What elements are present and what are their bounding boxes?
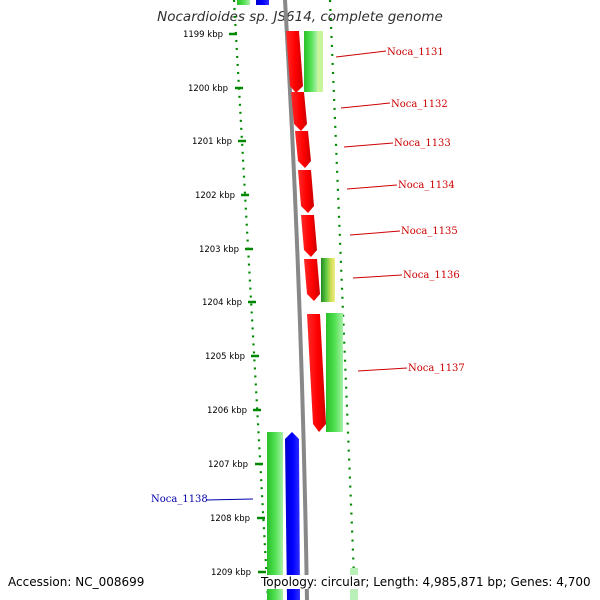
- leader-line: [349, 230, 401, 236]
- gene-label-noca-1134[interactable]: Noca_1134: [398, 180, 455, 191]
- gene-arrow-noca-1131: [286, 31, 303, 93]
- leader-line: [335, 50, 387, 58]
- axis-ticks: 1199 kbp 1200 kbp 1201 kbp 1202 kbp 1203…: [183, 30, 266, 578]
- gene-arrow-noca-1136: [304, 259, 320, 301]
- leader-line: [352, 274, 403, 279]
- tick-label-1202: 1202 kbp: [195, 191, 235, 201]
- gene-label-noca-1133[interactable]: Noca_1133: [394, 138, 451, 149]
- leader-line: [357, 367, 408, 372]
- topology-text: Topology: circular; Length: 4,985,871 bp…: [261, 575, 591, 589]
- tick-label-1199: 1199 kbp: [183, 30, 223, 40]
- gene-arrow-noca-1133: [295, 131, 311, 168]
- gene-bar-green: [326, 313, 343, 432]
- tick-label-1204: 1204 kbp: [202, 298, 242, 308]
- gene-bar-blue: [256, 0, 269, 5]
- genome-backbone: [283, 0, 309, 600]
- leader-line: [340, 102, 391, 109]
- gene-bar-green: [237, 0, 250, 5]
- gene-arrow-noca-1135: [301, 215, 317, 257]
- leader-line: [205, 498, 254, 501]
- gene-bar-green: [317, 31, 323, 92]
- tick-label-1205: 1205 kbp: [205, 352, 245, 362]
- tick-label-1209: 1209 kbp: [211, 568, 251, 578]
- gene-bar-mixed: [321, 258, 335, 302]
- tick-label-1208: 1208 kbp: [210, 514, 250, 524]
- gene-arrow-noca-1134: [298, 170, 314, 213]
- gene-arrow-blue: [285, 432, 300, 600]
- tick-label-1206: 1206 kbp: [207, 406, 247, 416]
- tick-label-1200: 1200 kbp: [188, 84, 228, 94]
- leader-line: [346, 184, 398, 190]
- leader-line: [343, 142, 394, 148]
- gene-bar-noca-1138: [267, 432, 283, 600]
- genome-title: Nocardioides sp. JS614, complete genome: [157, 9, 443, 25]
- gene-label-noca-1137[interactable]: Noca_1137: [408, 363, 465, 374]
- gene-bar-green: [304, 31, 317, 92]
- gene-arrow-noca-1137: [307, 314, 326, 432]
- gene-arrow-noca-1132: [291, 92, 307, 131]
- tick-label-1207: 1207 kbp: [208, 460, 248, 470]
- gene-label-noca-1132[interactable]: Noca_1132: [391, 99, 448, 110]
- gene-label-noca-1136[interactable]: Noca_1136: [403, 270, 460, 281]
- tick-label-1203: 1203 kbp: [199, 245, 239, 255]
- gene-label-noca-1131[interactable]: Noca_1131: [387, 47, 444, 58]
- gene-label-noca-1138[interactable]: Noca_1138: [151, 494, 208, 505]
- accession-text: Accession: NC_008699: [8, 575, 145, 589]
- guide-dotted-line: [328, 0, 357, 600]
- gene-label-noca-1135[interactable]: Noca_1135: [401, 226, 458, 237]
- tick-label-1201: 1201 kbp: [192, 137, 232, 147]
